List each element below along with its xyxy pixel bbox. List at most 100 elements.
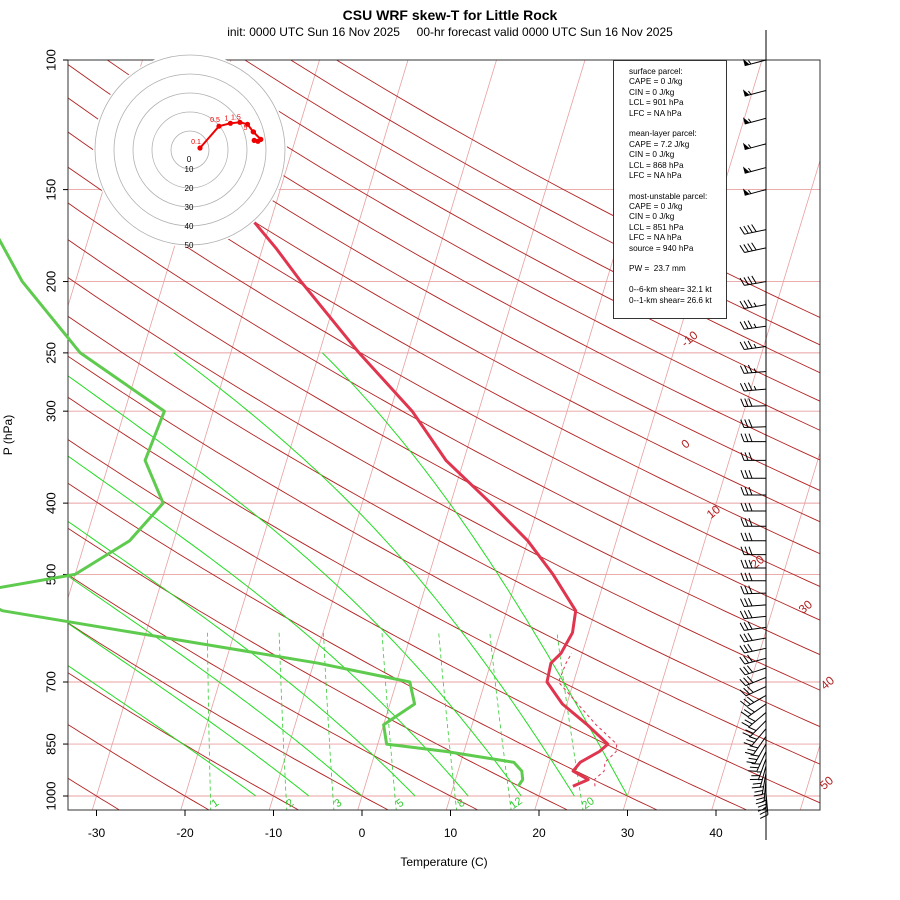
- mixing-ratio-line: [489, 632, 512, 810]
- isotherm-line: [91, 60, 320, 810]
- mixing-ratio-line: [438, 632, 458, 810]
- parcel-profile: [558, 653, 618, 787]
- wind-barb: [740, 694, 767, 707]
- wind-barb: [740, 585, 767, 595]
- wind-barb: [742, 117, 767, 125]
- wind-barb: [742, 720, 767, 737]
- dry-adiabat-line: [244, 60, 820, 374]
- mixing-ratio-line: [278, 632, 288, 810]
- wind-barb: [748, 751, 767, 772]
- hodograph-ring: [170, 130, 210, 170]
- indices-line: [629, 254, 726, 264]
- wind-barb: [746, 743, 767, 764]
- wind-barb: [742, 58, 767, 67]
- wind-barb: [739, 665, 767, 676]
- mixing-ratio-label: 8: [455, 797, 467, 810]
- chart-title: CSU WRF skew-T for Little Rock: [342, 7, 558, 23]
- hodograph-ring: [94, 54, 286, 246]
- indices-line: PW = 23.7 mm: [629, 264, 686, 274]
- hodograph-ring: [132, 92, 248, 208]
- indices-line: [629, 275, 726, 285]
- hodograph: 10 20 30 40 50 0 0.5 0.1 1 1.554: [93, 53, 287, 250]
- x-tick-label: 0: [359, 826, 366, 840]
- wind-barb: [755, 779, 767, 805]
- dry-adiabat-line: [0, 26, 32, 811]
- indices-line: surface parcel:: [629, 67, 683, 76]
- mixing-ratio-line: [556, 632, 584, 810]
- indices-line: LCL = 868 hPa: [629, 160, 684, 170]
- isotherm-label: 30: [796, 597, 815, 617]
- indices-line: [629, 181, 726, 191]
- chart-subtitle: init: 0000 UTC Sun 16 Nov 2025 00-hr for…: [227, 25, 673, 39]
- wind-barb: [740, 546, 766, 556]
- wind-barb: [749, 758, 767, 781]
- y-tick-label: 250: [43, 342, 58, 364]
- hodograph-ring-label: 50: [185, 241, 194, 250]
- indices-line: most-unstable parcel:: [629, 191, 708, 201]
- wind-barb: [740, 532, 766, 542]
- wind-barb: [739, 676, 767, 687]
- x-tick-label: 40: [709, 826, 723, 840]
- wind-barb: [739, 242, 767, 253]
- x-tick-label: 30: [621, 826, 635, 840]
- isotherm-label: 40: [818, 673, 837, 693]
- wind-barbs: [739, 58, 769, 819]
- wind-barb: [739, 382, 767, 392]
- dry-adiabat-line: [68, 276, 820, 691]
- wind-barb: [744, 736, 767, 755]
- wind-barb: [742, 188, 767, 196]
- indices-line: 0--1-km shear= 26.6 kt: [629, 295, 712, 305]
- hodograph-point: [244, 121, 251, 127]
- indices-line: LFC = NA hPa: [629, 233, 682, 243]
- dry-adiabat-line: [152, 60, 820, 431]
- indices-line: LCL = 901 hPa: [629, 98, 684, 108]
- mixing-ratio-label: 2: [284, 797, 296, 810]
- wind-barb: [739, 686, 767, 697]
- wind-barb: [740, 597, 767, 607]
- dry-adiabat-line: [68, 672, 300, 810]
- wind-barb: [740, 559, 766, 569]
- y-tick-label: 700: [43, 671, 58, 693]
- wind-barb: [740, 452, 766, 461]
- indices-line: LFC = NA hPa: [629, 170, 682, 180]
- indices-line: mean-layer parcel:: [629, 129, 697, 139]
- wind-barb: [740, 470, 766, 479]
- indices-line: CIN = 0 J/kg: [629, 212, 675, 222]
- isotherm-label: 10: [704, 502, 723, 522]
- moist-adiabat-line: [173, 352, 575, 797]
- hodograph-ring: [151, 111, 229, 189]
- dry-adiabat-line: [335, 60, 820, 319]
- wind-barb: [739, 364, 767, 374]
- y-tick-label: 400: [43, 492, 58, 514]
- y-tick-label: 150: [43, 179, 58, 201]
- mixing-ratio-label: 5: [394, 797, 406, 810]
- wind-barb: [739, 609, 767, 620]
- indices-line: CAPE = 0 J/kg: [629, 77, 683, 87]
- wind-barb: [742, 142, 767, 151]
- wind-barb: [739, 299, 767, 309]
- isotherm-label: 0: [678, 436, 692, 451]
- mixing-ratio-line: [207, 632, 212, 810]
- indices-line: CAPE = 7.2 J/kg: [629, 139, 690, 149]
- wind-barb: [740, 518, 766, 527]
- hodograph-height-label: 5: [243, 125, 247, 132]
- hodograph-ring-label: 30: [185, 203, 194, 212]
- temperature-profile: [194, 59, 610, 788]
- indices-box: surface parcel: CAPE = 0 J/kg CIN = 0 J/kg…: [613, 60, 727, 319]
- dry-adiabat-line: [68, 355, 820, 765]
- x-tick-label: -20: [176, 826, 194, 840]
- dry-adiabat-line: [68, 622, 390, 810]
- indices-line: LFC = NA hPa: [629, 108, 682, 118]
- y-tick-label: 200: [43, 271, 58, 293]
- hodograph-point: [227, 120, 233, 126]
- indices-line: CIN = 0 J/kg: [629, 150, 675, 160]
- isotherm-line: [357, 60, 586, 810]
- dry-adiabat-line: [68, 131, 820, 555]
- dry-adiabat-line: [68, 315, 820, 728]
- hodograph-ring: [113, 73, 267, 227]
- wind-barb: [739, 632, 767, 643]
- moist-adiabat-line: [68, 520, 416, 797]
- wind-barb: [739, 275, 767, 286]
- indices-line: CAPE = 0 J/kg: [629, 202, 683, 212]
- y-tick-label: 100: [43, 49, 58, 71]
